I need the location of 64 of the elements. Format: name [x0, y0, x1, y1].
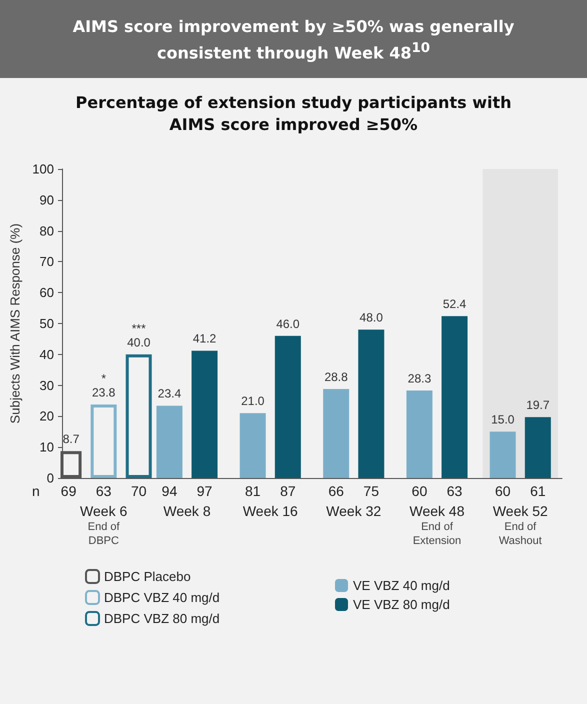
y-tick-label: 20: [40, 408, 54, 424]
data-label: 28.8: [324, 370, 348, 384]
data-label: * 23.8: [92, 371, 116, 400]
text: 70: [130, 483, 147, 499]
text: 75: [363, 483, 380, 499]
data-label: 8.7: [62, 432, 80, 446]
legend-label: DBPC VBZ 80 mg/d: [104, 611, 220, 626]
x-tick-label: Week 52 End of Washout: [492, 503, 548, 547]
text: 66: [328, 483, 344, 499]
data-label: 28.3: [408, 372, 432, 386]
y-tick-label: 90: [40, 192, 54, 208]
y-tick-label: 50: [40, 316, 54, 331]
legend-label: DBPC VBZ 40 mg/d: [104, 590, 220, 605]
x-tick-label: Week 32: [326, 503, 382, 519]
text: 60: [412, 483, 428, 499]
x-tick-label: Week 8: [163, 503, 211, 519]
bar: [442, 316, 468, 478]
text: 87: [280, 483, 296, 499]
x-tick-label: Week 16: [242, 503, 298, 519]
legend-label: DBPC Placebo: [104, 569, 191, 584]
y-tick-label: 70: [40, 254, 54, 270]
y-tick-label: 60: [40, 285, 54, 300]
data-label: 52.4: [442, 297, 467, 312]
text: 81: [244, 483, 261, 499]
y-tick-label: 40: [40, 346, 54, 362]
bar: [156, 406, 182, 478]
y-tick-label: 10: [40, 440, 54, 455]
bar: [490, 432, 516, 478]
text: 60: [494, 483, 511, 499]
bar: [90, 404, 117, 478]
y-axis-title: Subjects With AIMS Response (%): [7, 223, 22, 424]
text: 69: [60, 483, 77, 499]
bar: [274, 336, 301, 478]
text: 94: [162, 483, 178, 499]
y-tick-label: 80: [40, 223, 54, 238]
bar: [240, 413, 266, 478]
bar: [358, 330, 384, 478]
data-label: *** 40.0: [127, 321, 151, 350]
bar: [406, 390, 432, 478]
y-tick-label: 100: [32, 162, 54, 176]
text: 97: [196, 483, 213, 499]
text: n: [32, 483, 40, 499]
y-tick-label: 30: [40, 378, 54, 393]
data-label: 19.7: [526, 398, 550, 412]
chart-subtitle: Percentage of extension study participants with AIMS score improved ≥50%: [74, 92, 512, 136]
y-tick-label: 0: [46, 470, 54, 486]
data-label: 41.2: [192, 332, 217, 346]
legend-label: VE VBZ 80 mg/d: [353, 597, 450, 612]
bar: [126, 354, 152, 478]
chart-title: AIMS score improvement by ≥50% was generally consistent through Week 48$^{10}$: [0, 0, 587, 78]
data-label: 48.0: [360, 310, 384, 325]
x-tick-label: Week 48 End of Extension: [410, 503, 465, 547]
data-label: 15.0: [491, 412, 515, 427]
x-tick-label: Week 6 End of DBPC: [80, 503, 128, 547]
bar: [323, 389, 350, 478]
legend-label: VE VBZ 40 mg/d: [353, 578, 450, 593]
text: 63: [446, 483, 463, 499]
data-label: 21.0: [241, 394, 265, 408]
text: 61: [530, 483, 546, 499]
text: 63: [96, 483, 112, 499]
data-label: 46.0: [276, 316, 300, 331]
data-label: 23.4: [158, 386, 182, 401]
bar: [524, 417, 551, 478]
bar: [192, 350, 218, 478]
